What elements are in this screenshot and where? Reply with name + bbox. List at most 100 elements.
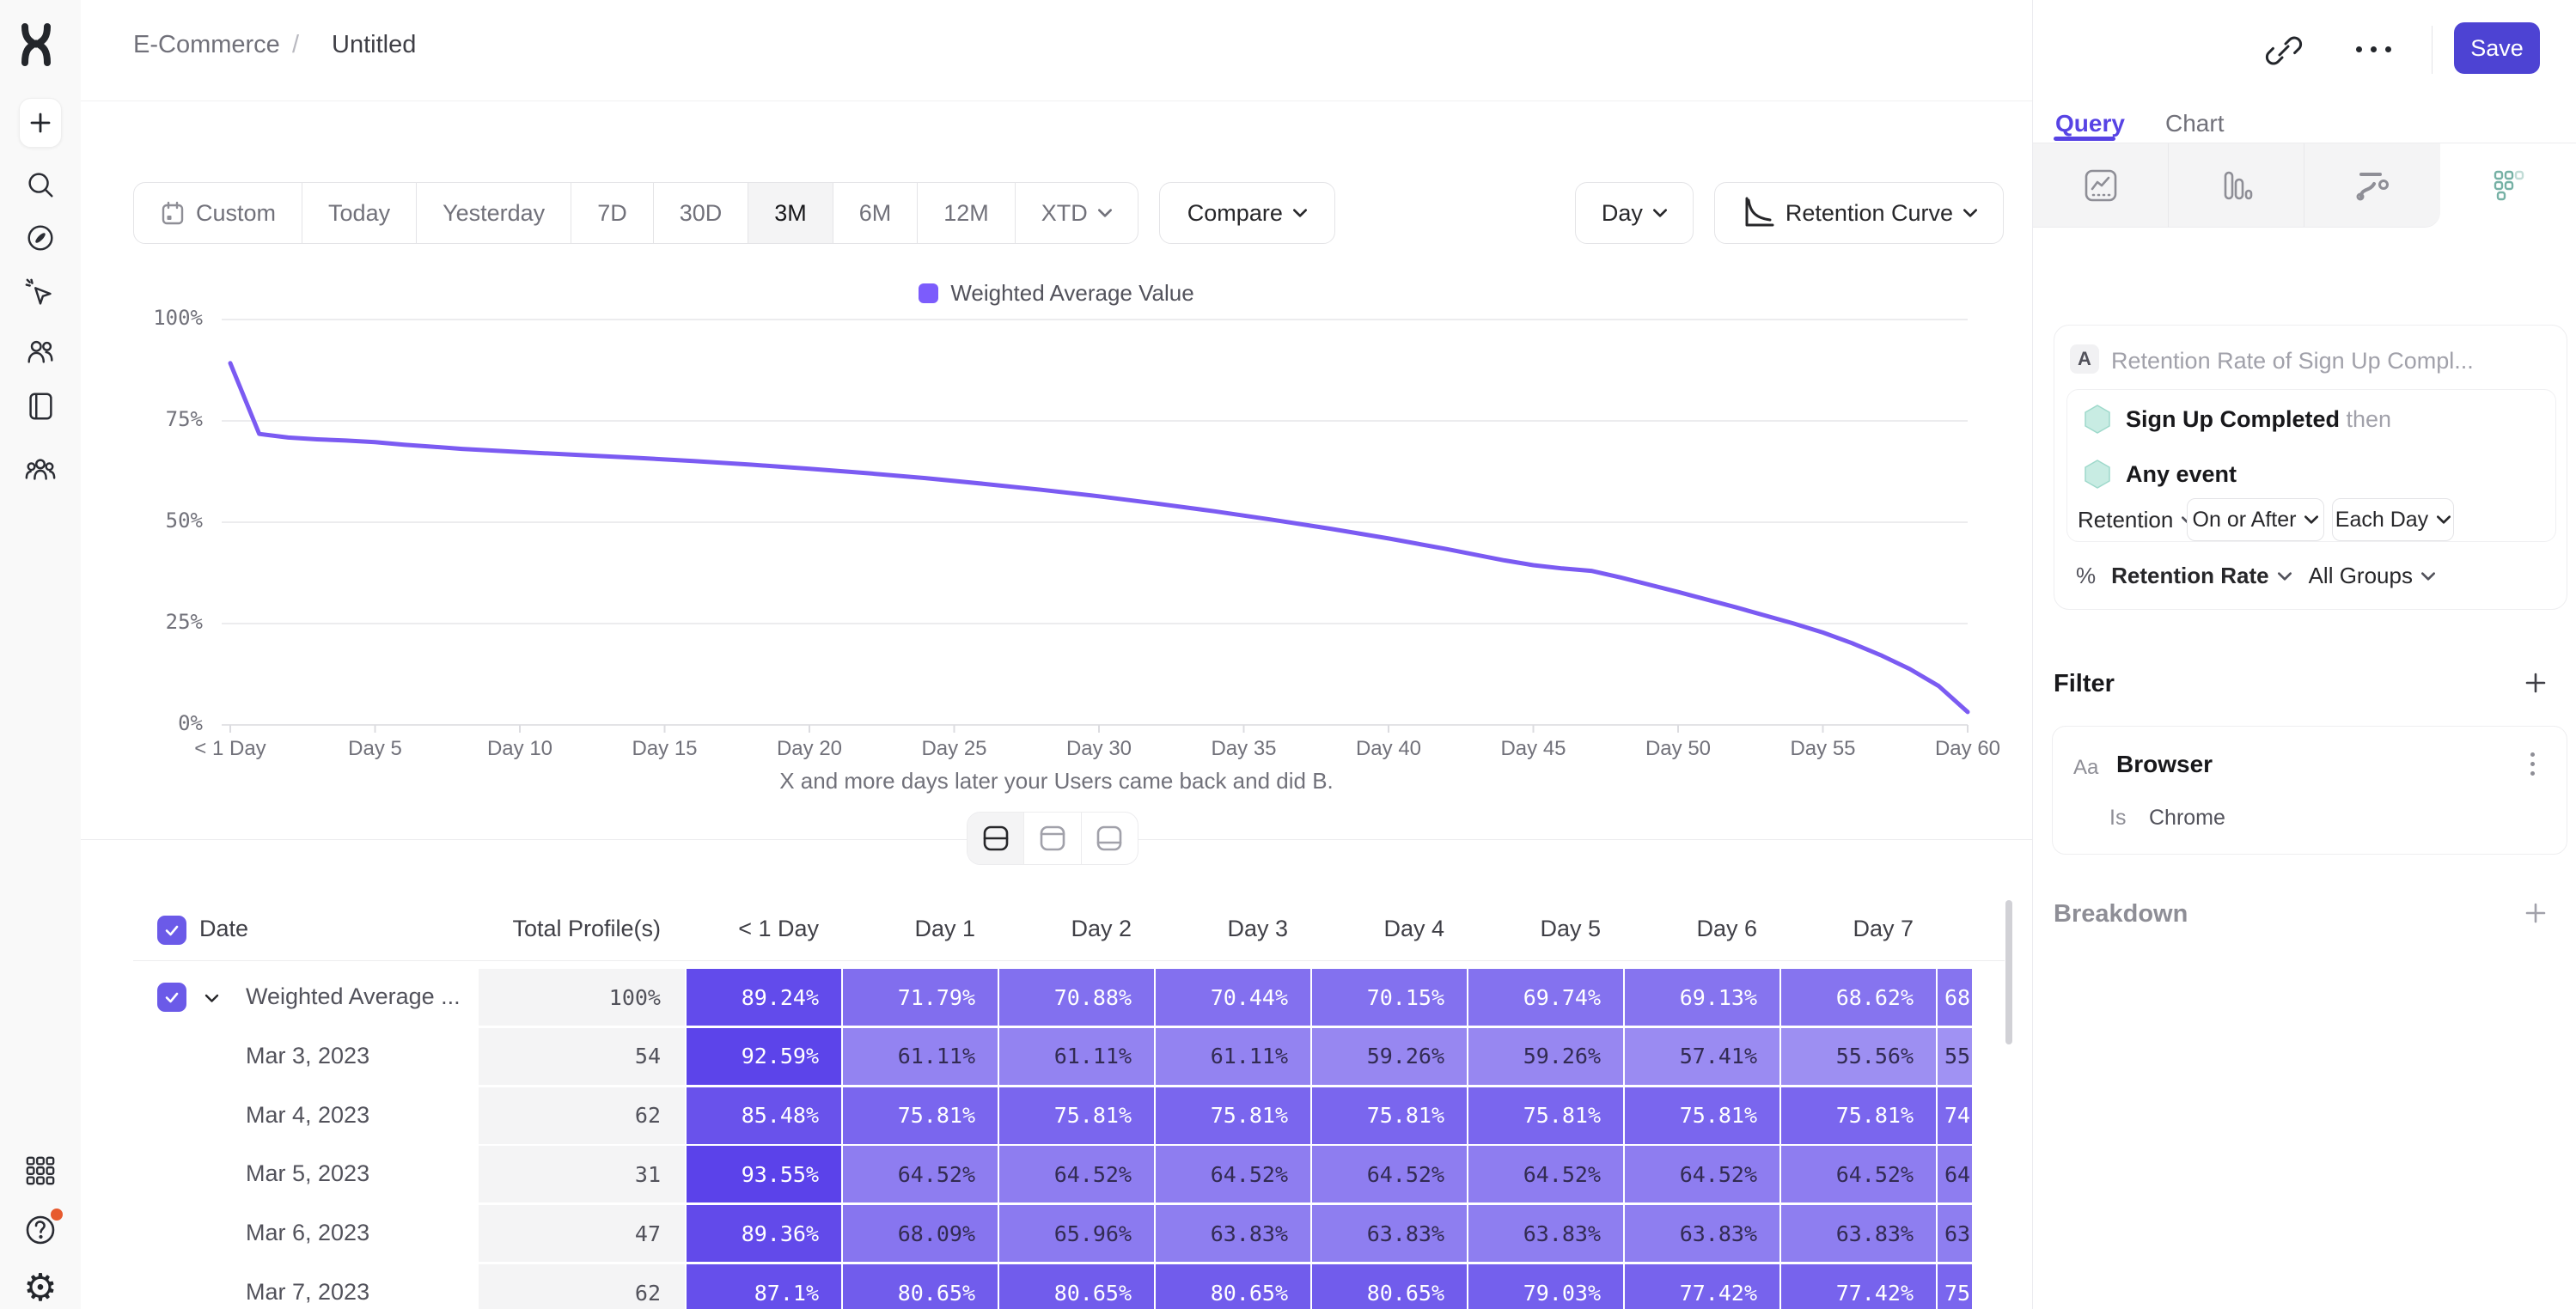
- retention-cell-clipped[interactable]: 75: [1938, 1264, 1972, 1309]
- retention-cell[interactable]: 68.62%: [1781, 969, 1936, 1026]
- sidebar-item-quick-actions[interactable]: [21, 275, 59, 313]
- retention-cell[interactable]: 75.81%: [1312, 1087, 1467, 1144]
- each-day-dropdown[interactable]: Each Day: [2332, 498, 2454, 541]
- sidebar-item-settings[interactable]: ⚙: [21, 1269, 59, 1307]
- retention-cell[interactable]: 61.11%: [999, 1027, 1154, 1085]
- retention-cell[interactable]: 89.36%: [687, 1205, 841, 1263]
- document-title[interactable]: Untitled: [332, 31, 417, 58]
- breadcrumb-project[interactable]: E-Commerce: [133, 31, 280, 58]
- retention-cell[interactable]: 57.41%: [1625, 1027, 1779, 1085]
- add-breakdown-button[interactable]: [2523, 900, 2549, 926]
- retention-cell[interactable]: 64.52%: [999, 1146, 1154, 1203]
- retention-cell[interactable]: 59.26%: [1312, 1027, 1467, 1085]
- sidebar-item-search[interactable]: [21, 166, 59, 204]
- layout-chart-only-button[interactable]: [1024, 813, 1082, 864]
- retention-cell[interactable]: 64.52%: [1312, 1146, 1467, 1203]
- retention-cell[interactable]: 77.42%: [1781, 1264, 1936, 1309]
- chart-legend[interactable]: Weighted Average Value: [81, 280, 2032, 307]
- retention-cell[interactable]: 87.1%: [687, 1264, 841, 1309]
- retention-cell[interactable]: 63.83%: [1781, 1205, 1936, 1263]
- expand-row-button[interactable]: [204, 992, 219, 1008]
- layout-split-button[interactable]: [968, 813, 1025, 864]
- retention-cell[interactable]: 80.65%: [1312, 1264, 1467, 1309]
- retention-cell[interactable]: 64.52%: [843, 1146, 998, 1203]
- filter-operator[interactable]: Is: [2109, 806, 2127, 830]
- retention-cell[interactable]: 75.81%: [1625, 1087, 1779, 1144]
- sidebar-item-notebooks[interactable]: [21, 387, 59, 425]
- retention-cell[interactable]: 61.11%: [843, 1027, 998, 1085]
- range-12m[interactable]: 12M: [918, 183, 1016, 243]
- retention-tab[interactable]: [2440, 143, 2576, 228]
- retention-cell-clipped[interactable]: 74: [1938, 1087, 1972, 1144]
- query-title[interactable]: Retention Rate of Sign Up Compl...: [2111, 348, 2474, 374]
- retention-cell[interactable]: 63.83%: [1468, 1205, 1623, 1263]
- filter-value[interactable]: Chrome: [2149, 806, 2225, 830]
- retention-cell-clipped[interactable]: 63: [1938, 1205, 1972, 1263]
- retention-cell[interactable]: 89.24%: [687, 969, 841, 1026]
- retention-cell[interactable]: 70.44%: [1156, 969, 1310, 1026]
- range-7d[interactable]: 7D: [571, 183, 654, 243]
- range-30d[interactable]: 30D: [654, 183, 749, 243]
- range-today[interactable]: Today: [302, 183, 418, 243]
- range-6m[interactable]: 6M: [833, 183, 919, 243]
- retention-cell[interactable]: 59.26%: [1468, 1027, 1623, 1085]
- sidebar-item-explore[interactable]: [21, 219, 59, 257]
- column-header-total[interactable]: Total Profile(s): [512, 916, 661, 941]
- column-header-day[interactable]: Day 1: [914, 916, 975, 941]
- retention-cell[interactable]: 77.42%: [1625, 1264, 1779, 1309]
- retention-cell[interactable]: 63.83%: [1312, 1205, 1467, 1263]
- retention-cell[interactable]: 80.65%: [999, 1264, 1154, 1309]
- sidebar-item-cohorts[interactable]: [21, 452, 59, 490]
- more-options-button[interactable]: [2356, 46, 2391, 52]
- column-header-day[interactable]: Day 2: [1071, 916, 1132, 941]
- retention-cell[interactable]: 65.96%: [999, 1205, 1154, 1263]
- retention-line-chart[interactable]: [133, 305, 2006, 752]
- retention-cell[interactable]: 64.52%: [1625, 1146, 1779, 1203]
- column-header-day[interactable]: Day 4: [1383, 916, 1444, 941]
- retention-cell[interactable]: 92.59%: [687, 1027, 841, 1085]
- retention-cell[interactable]: 61.11%: [1156, 1027, 1310, 1085]
- retention-cell[interactable]: 64.52%: [1156, 1146, 1310, 1203]
- row-checkbox[interactable]: [157, 983, 186, 1012]
- range-3m[interactable]: 3M: [748, 183, 833, 243]
- retention-cell[interactable]: 63.83%: [1625, 1205, 1779, 1263]
- event-step-first[interactable]: Sign Up Completed then: [2083, 404, 2391, 435]
- retention-cell[interactable]: 71.79%: [843, 969, 998, 1026]
- retention-cell[interactable]: 63.83%: [1156, 1205, 1310, 1263]
- retention-cell[interactable]: 75.81%: [1156, 1087, 1310, 1144]
- retention-mode-dropdown[interactable]: Retention: [2078, 507, 2196, 533]
- retention-cell[interactable]: 64.52%: [1468, 1146, 1623, 1203]
- sidebar-item-audiences[interactable]: [21, 333, 59, 371]
- retention-cell-clipped[interactable]: 55: [1938, 1027, 1972, 1085]
- retention-cell[interactable]: 75.81%: [999, 1087, 1154, 1144]
- tab-chart[interactable]: Chart: [2165, 110, 2225, 137]
- select-all-checkbox[interactable]: [157, 916, 186, 945]
- flow-tab[interactable]: [2304, 143, 2440, 228]
- column-header-day[interactable]: Day 7: [1853, 916, 1914, 941]
- create-new-button[interactable]: [19, 98, 62, 148]
- bar-chart-tab[interactable]: [2169, 143, 2304, 228]
- column-header-day[interactable]: Day 6: [1696, 916, 1757, 941]
- column-header-day[interactable]: Day 3: [1227, 916, 1288, 941]
- event-step-second[interactable]: Any event: [2083, 459, 2237, 490]
- retention-cell[interactable]: 80.65%: [843, 1264, 998, 1309]
- sidebar-item-apps[interactable]: [21, 1152, 59, 1190]
- filter-card[interactable]: Aa Browser Is Chrome: [2052, 726, 2567, 855]
- retention-cell[interactable]: 93.55%: [687, 1146, 841, 1203]
- tab-query[interactable]: Query: [2055, 110, 2125, 137]
- compare-button[interactable]: Compare: [1158, 182, 1335, 244]
- sidebar-item-help[interactable]: [21, 1206, 65, 1249]
- column-header-day[interactable]: < 1 Day: [738, 916, 819, 941]
- retention-cell[interactable]: 79.03%: [1468, 1264, 1623, 1309]
- retention-cell[interactable]: 70.15%: [1312, 969, 1467, 1026]
- retention-cell[interactable]: 69.74%: [1468, 969, 1623, 1026]
- filter-menu-button[interactable]: [2530, 752, 2535, 776]
- layout-table-only-button[interactable]: [1082, 813, 1138, 864]
- retention-cell[interactable]: 70.88%: [999, 969, 1154, 1026]
- chart-type-dropdown[interactable]: Retention Curve: [1713, 182, 2004, 244]
- insight-chart-tab[interactable]: [2033, 143, 2169, 228]
- vertical-scrollbar[interactable]: [2005, 900, 2012, 1044]
- retention-cell[interactable]: 75.81%: [843, 1087, 998, 1144]
- share-link-button[interactable]: [2265, 32, 2303, 74]
- retention-cell-clipped[interactable]: 68: [1938, 969, 1972, 1026]
